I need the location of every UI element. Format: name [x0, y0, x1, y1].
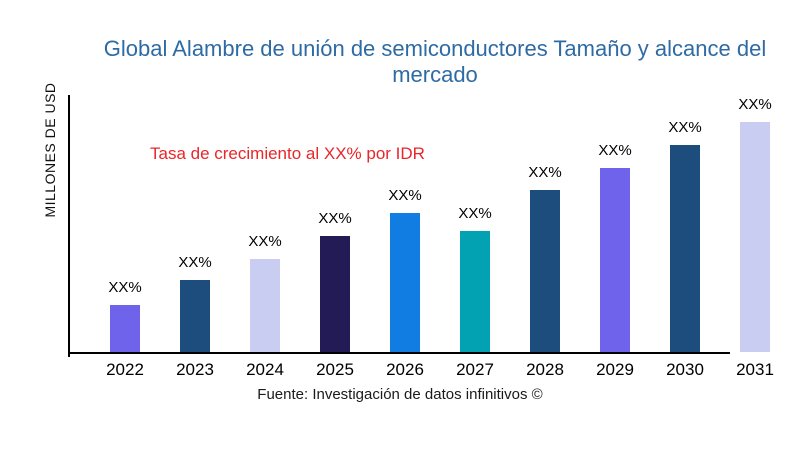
x-tick-2027: 2027	[456, 360, 494, 379]
x-tick-2029: 2029	[596, 360, 634, 379]
x-tick-2024: 2024	[246, 360, 284, 379]
y-axis-line	[68, 95, 70, 358]
x-tick-2023: 2023	[176, 360, 214, 379]
bar-value-label-2022: XX%	[108, 279, 142, 296]
y-axis-label: MILLONES DE USD	[42, 82, 58, 218]
bar-2026	[390, 213, 420, 352]
bar-2024	[250, 259, 280, 352]
x-tick-2030: 2030	[666, 360, 704, 379]
source-text: Fuente: Investigación de datos infinitiv…	[257, 386, 543, 403]
bar-2023	[180, 280, 210, 352]
bar-2031	[740, 122, 770, 352]
bar-2028	[530, 190, 560, 352]
bar-value-label-2023: XX%	[178, 254, 212, 271]
x-tick-2026: 2026	[386, 360, 424, 379]
bar-2030	[670, 145, 700, 352]
bar-value-label-2026: XX%	[388, 187, 422, 204]
bar-value-label-2028: XX%	[528, 164, 562, 181]
x-axis-line	[68, 352, 730, 354]
bar-2022	[110, 305, 140, 352]
chart-title: Global Alambre de unión de semiconductor…	[103, 36, 767, 88]
x-tick-2031: 2031	[736, 360, 774, 379]
bar-value-label-2025: XX%	[318, 210, 352, 227]
bar-value-label-2029: XX%	[598, 142, 632, 159]
bar-2027	[460, 231, 490, 352]
bar-value-label-2027: XX%	[458, 205, 492, 222]
bar-2029	[600, 168, 630, 352]
x-tick-2022: 2022	[106, 360, 144, 379]
plot-area: XX% 2022 XX% 2023 XX% 2024 XX% 2025 XX% 2026 XX% 20…	[68, 95, 780, 379]
bar-value-label-2024: XX%	[248, 233, 282, 250]
bar-value-label-2031: XX%	[738, 96, 772, 113]
x-tick-2028: 2028	[526, 360, 564, 379]
bar-value-label-2030: XX%	[668, 119, 702, 136]
x-tick-2025: 2025	[316, 360, 354, 379]
growth-rate-annotation: Tasa de crecimiento al XX% por IDR	[150, 144, 425, 163]
bar-2025	[320, 236, 350, 352]
